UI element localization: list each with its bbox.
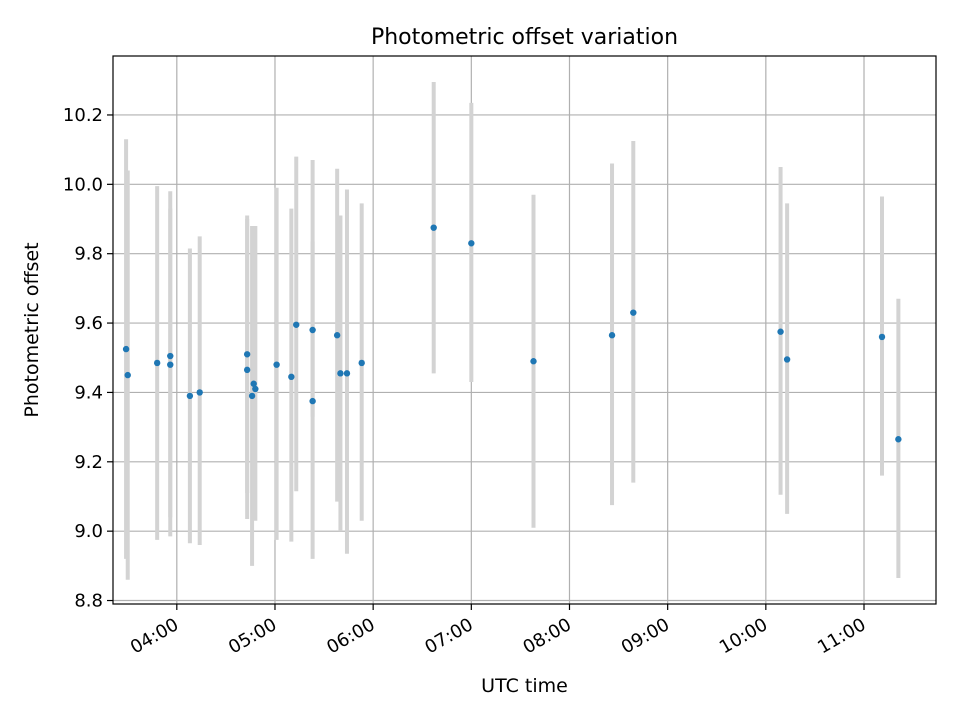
data-point [250,380,257,387]
y-tick-label: 9.0 [74,521,103,542]
data-point [530,358,537,365]
data-point [252,385,259,393]
y-tick-label: 9.2 [74,452,103,473]
y-tick-label: 10.0 [63,174,103,195]
plot-frame [112,55,937,605]
data-point [878,333,886,341]
data-point [153,359,161,367]
data-point [895,436,902,443]
data-point [186,392,194,400]
data-point [309,397,316,405]
y-axis-ticks: 8.8 9.0 9.2 9.4 9.6 9.8 10.0 10.2 [63,105,113,612]
data-point [243,366,251,374]
y-tick-label: 9.8 [74,244,103,265]
data-point [337,370,344,377]
y-axis-label: Photometric offset [21,242,43,417]
data-point [309,326,316,334]
data-point [333,332,341,339]
data-point [293,321,300,328]
data-point [288,373,295,381]
data-point [358,359,365,367]
data-point [196,389,203,396]
data-point [777,328,784,335]
y-tick-label: 8.8 [74,591,103,612]
y-tick-label: 10.2 [63,105,103,126]
y-tick-label: 9.4 [74,382,103,403]
data-point [122,345,130,353]
data-point [248,392,256,400]
y-tick-label: 9.6 [74,313,103,334]
data-point [243,351,251,358]
data-point [124,371,131,379]
data-point [468,240,475,247]
data-point [167,352,174,360]
x-axis-label: UTC time [481,675,568,697]
data-point [167,361,174,368]
data-point [343,370,351,377]
data-point [783,356,791,363]
data-point [630,309,637,316]
chart-title: Photometric offset variation [371,25,678,50]
data-point [608,332,616,339]
data-points [122,224,902,443]
data-point [273,361,280,368]
data-point [430,224,437,231]
